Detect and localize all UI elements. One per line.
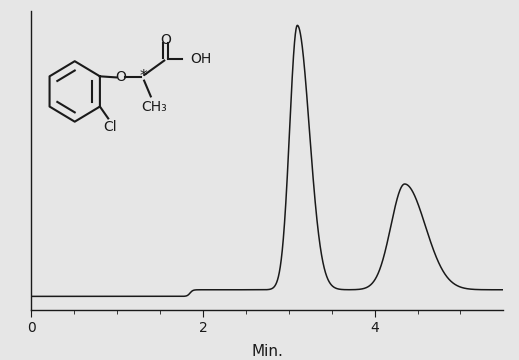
Text: O: O: [160, 33, 171, 46]
Text: OH: OH: [190, 52, 211, 66]
Text: CH₃: CH₃: [141, 100, 167, 113]
X-axis label: Min.: Min.: [251, 344, 283, 359]
Text: *: *: [140, 69, 147, 84]
Text: O: O: [115, 71, 126, 84]
Text: Cl: Cl: [103, 120, 117, 134]
